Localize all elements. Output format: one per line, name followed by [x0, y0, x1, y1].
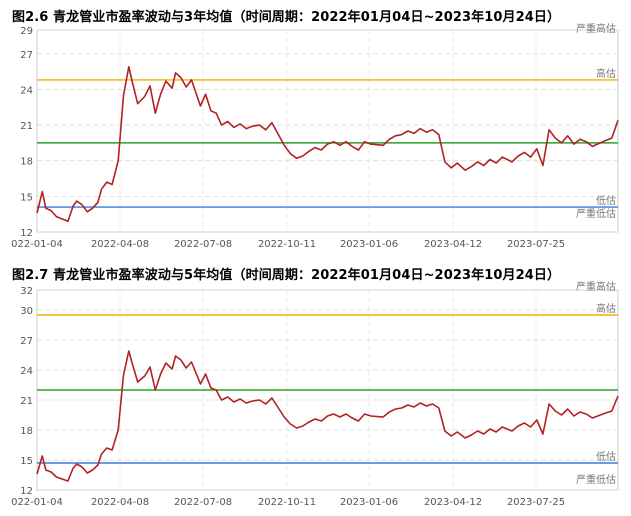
y-tick-label: 24 [20, 85, 33, 96]
chart-panel-5yr: 图2.7 青龙管业市盈率波动与5年均值（时间周期：2022年01月04日~202… [0, 258, 631, 516]
band-label: 高估 [596, 67, 616, 80]
y-tick-label: 24 [20, 366, 33, 377]
x-tick-label: 2022-07-08 [174, 239, 232, 250]
y-tick-label: 21 [20, 396, 33, 407]
x-tick-label: 2022-07-08 [174, 497, 232, 508]
x-tick-label: 2022-10-11 [258, 239, 316, 250]
band-label: 严重低估 [576, 473, 616, 486]
chart-panel-3yr: 图2.6 青龙管业市盈率波动与3年均值（时间周期：2022年01月04日~202… [11, 10, 619, 250]
chart-5yr-svg: 12 15 18 21 24 27 30 32 022-01-04 2022-04-08 2022-… [11, 280, 619, 508]
band-label: 低估 [596, 450, 616, 463]
x-tick-label: 022-01-04 [11, 239, 63, 250]
y-tick-label: 15 [20, 192, 33, 203]
y-tick-label: 18 [20, 426, 33, 437]
x-tick-label: 2022-04-08 [91, 239, 149, 250]
y-tick-label: 12 [20, 486, 33, 497]
chart-title: 图2.7 青龙管业市盈率波动与5年均值（时间周期：2022年01月04日~202… [12, 268, 561, 283]
x-tick-label: 022-01-04 [11, 497, 63, 508]
x-tick-label: 2023-07-25 [507, 239, 565, 250]
y-tick-label: 12 [20, 228, 33, 239]
pe-series-line [36, 350, 619, 482]
y-tick-label: 32 [20, 286, 33, 297]
x-tick-label: 2023-01-06 [340, 497, 398, 508]
chart-3yr-svg: 12 15 18 21 24 27 29 022-01-04 2022-04-08 2022-07… [11, 22, 619, 250]
chart-title: 图2.6 青龙管业市盈率波动与3年均值（时间周期：2022年01月04日~202… [12, 10, 561, 25]
y-tick-label: 29 [20, 26, 33, 37]
y-tick-label: 27 [20, 50, 33, 61]
x-tick-label: 2022-10-11 [258, 497, 316, 508]
band-label: 低估 [596, 194, 616, 207]
y-tick-label: 30 [20, 306, 33, 317]
x-tick-label: 2023-04-12 [424, 497, 482, 508]
y-tick-label: 18 [20, 157, 33, 168]
band-label: 严重低估 [576, 207, 616, 220]
band-label: 严重高估 [576, 22, 616, 35]
y-tick-label: 21 [20, 121, 33, 132]
x-tick-label: 2023-01-06 [340, 239, 398, 250]
plot-frame [36, 29, 619, 233]
y-tick-label: 15 [20, 456, 33, 467]
band-label: 高估 [596, 302, 616, 315]
band-label: 严重高估 [576, 280, 616, 293]
x-tick-label: 2023-04-12 [424, 239, 482, 250]
y-tick-label: 27 [20, 336, 33, 347]
x-tick-label: 2023-07-25 [507, 497, 565, 508]
pe-series-line [36, 66, 619, 223]
x-tick-label: 2022-04-08 [91, 497, 149, 508]
